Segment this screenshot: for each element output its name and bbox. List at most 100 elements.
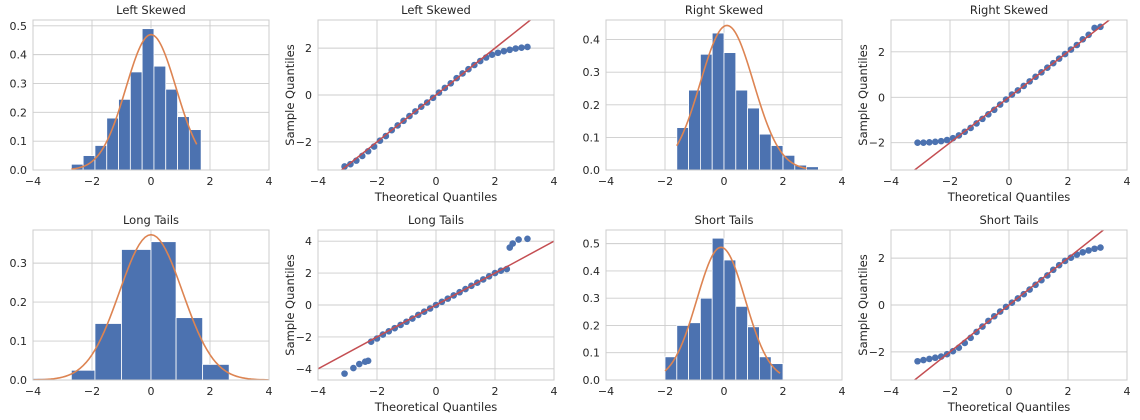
x-tick-label: −2 bbox=[942, 385, 958, 398]
panel-6: −4 −2 0 2 4 −4 −2 0 2 4 Long Tails Theoretical Quan… bbox=[283, 213, 558, 414]
y-tick-label: 0.2 bbox=[583, 319, 601, 332]
x-tick-label: 2 bbox=[492, 175, 499, 188]
y-axis-label: Sample Quantiles bbox=[283, 44, 297, 145]
axes-frame bbox=[890, 19, 1128, 171]
y-tick-label: 0.5 bbox=[583, 238, 601, 251]
x-tick-label: −4 bbox=[598, 175, 614, 188]
y-tick-label: 0.0 bbox=[10, 164, 28, 177]
x-tick-label: 4 bbox=[266, 385, 273, 398]
histogram-bar bbox=[700, 53, 713, 170]
x-tick-label: 0 bbox=[433, 175, 440, 188]
x-tick-label: 4 bbox=[266, 175, 273, 188]
histogram-bar bbox=[723, 259, 737, 380]
y-tick-label: 2 bbox=[305, 42, 312, 55]
x-tick-label: −2 bbox=[84, 385, 100, 398]
qq-point bbox=[926, 138, 933, 146]
density-curve bbox=[33, 233, 269, 380]
x-axis-label: Theoretical Quantiles bbox=[947, 190, 1071, 204]
x-tick-label: 2 bbox=[207, 175, 214, 188]
x-axis-label: Theoretical Quantiles bbox=[374, 190, 498, 204]
x-tick-label: 0 bbox=[1006, 385, 1013, 398]
histogram-bar bbox=[723, 52, 737, 170]
histogram-bar bbox=[711, 32, 725, 170]
plot-area bbox=[913, 20, 1111, 170]
plot-area bbox=[664, 237, 784, 380]
qq-point bbox=[926, 355, 933, 363]
qq-point bbox=[515, 236, 522, 243]
histogram-bar bbox=[141, 28, 155, 170]
x-tick-label: 4 bbox=[839, 385, 846, 398]
qq-point bbox=[524, 43, 531, 51]
qq-point bbox=[356, 360, 363, 368]
histogram-bar bbox=[153, 65, 167, 170]
x-tick-label: 0 bbox=[721, 385, 728, 398]
qq-point bbox=[341, 370, 348, 377]
plot-area bbox=[676, 24, 819, 170]
chart-title: Left Skewed bbox=[116, 3, 186, 17]
y-axis-label: Sample Quantiles bbox=[856, 254, 870, 355]
histogram-bar bbox=[747, 107, 760, 170]
x-tick-label: −2 bbox=[657, 385, 673, 398]
y-tick-label: 0.3 bbox=[10, 257, 28, 270]
chart-title: Right Skewed bbox=[685, 3, 763, 17]
qq-point bbox=[1085, 247, 1092, 254]
plot-area bbox=[33, 233, 269, 380]
x-tick-label: 4 bbox=[551, 175, 558, 188]
y-tick-label: −2 bbox=[296, 136, 312, 149]
histogram-bar bbox=[770, 145, 784, 170]
y-tick-label: 0.3 bbox=[10, 77, 28, 90]
histogram-bar bbox=[202, 364, 230, 380]
y-tick-label: 0.1 bbox=[583, 347, 601, 360]
y-tick-label: 0.0 bbox=[10, 374, 28, 387]
x-tick-label: 4 bbox=[1124, 175, 1131, 188]
density-curve bbox=[676, 24, 807, 170]
qq-point bbox=[920, 356, 927, 364]
qq-point bbox=[931, 354, 939, 362]
y-tick-label: 0.2 bbox=[583, 99, 601, 112]
histogram-bar bbox=[175, 317, 204, 380]
y-tick-label: 0.1 bbox=[583, 131, 601, 144]
axes-frame bbox=[317, 229, 555, 381]
qq-point bbox=[512, 45, 519, 52]
y-tick-label: 0.2 bbox=[10, 296, 28, 309]
histogram-bar bbox=[735, 89, 748, 170]
histogram-bar bbox=[129, 71, 143, 170]
x-tick-label: 0 bbox=[721, 175, 728, 188]
x-tick-label: −4 bbox=[883, 175, 899, 188]
y-tick-label: 0.1 bbox=[10, 335, 28, 348]
chart-title: Left Skewed bbox=[401, 3, 471, 17]
x-tick-label: −4 bbox=[25, 385, 41, 398]
qq-point bbox=[1079, 248, 1087, 256]
y-tick-label: 0.3 bbox=[583, 66, 601, 79]
density-curve bbox=[71, 33, 198, 170]
axes-frame bbox=[317, 19, 555, 171]
chart-title: Short Tails bbox=[979, 213, 1038, 227]
x-tick-label: 4 bbox=[551, 385, 558, 398]
y-tick-label: 4 bbox=[305, 235, 312, 248]
y-tick-label: 0 bbox=[305, 89, 312, 102]
panel-1: −4 −2 0 2 4 0.0 0.1 0.2 0.3 0.4 0.5 Left Skewed bbox=[10, 3, 273, 188]
histogram-bar bbox=[711, 237, 725, 380]
histogram-bar bbox=[688, 322, 701, 380]
panel-4: −4 −2 0 2 4 −2 0 2 Right Skewed Theoretical Quant… bbox=[856, 3, 1131, 204]
chart-title: Short Tails bbox=[694, 213, 753, 227]
x-tick-label: −2 bbox=[369, 385, 385, 398]
histogram-bar bbox=[118, 98, 131, 170]
x-axis-label: Theoretical Quantiles bbox=[947, 400, 1071, 414]
qq-point bbox=[488, 51, 496, 58]
qq-point bbox=[949, 347, 957, 355]
x-tick-label: −4 bbox=[598, 385, 614, 398]
qq-point bbox=[518, 44, 525, 51]
y-tick-label: 0.4 bbox=[583, 34, 601, 47]
x-tick-label: −2 bbox=[942, 175, 958, 188]
axes-frame bbox=[605, 19, 843, 171]
qq-point bbox=[524, 235, 531, 243]
y-tick-label: 0 bbox=[878, 299, 885, 312]
qq-point bbox=[937, 137, 945, 145]
reference-line bbox=[340, 20, 532, 170]
y-tick-label: 0.0 bbox=[583, 374, 601, 387]
y-tick-label: 0 bbox=[305, 299, 312, 312]
chart-title: Right Skewed bbox=[970, 3, 1048, 17]
x-tick-label: 0 bbox=[148, 175, 155, 188]
